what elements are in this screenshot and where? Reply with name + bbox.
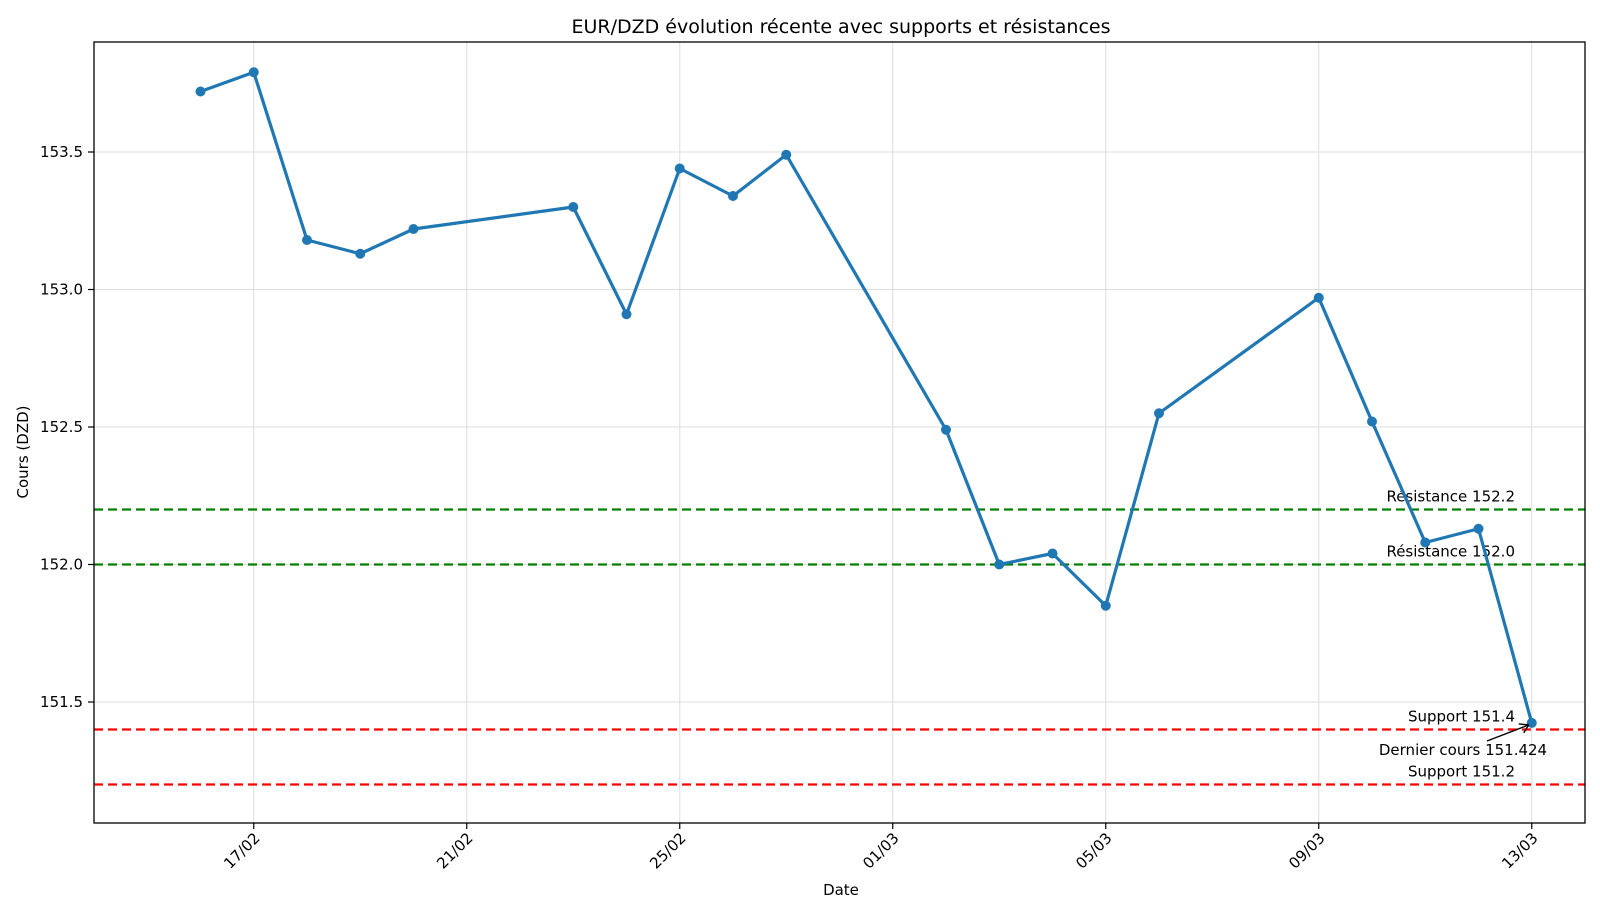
series — [195, 67, 1537, 728]
support-level-label: Support 151.4 — [1408, 708, 1515, 726]
annotations: Dernier cours 151.424 — [1379, 723, 1547, 759]
data-point — [728, 191, 738, 201]
support-level-label: Support 151.2 — [1408, 763, 1515, 781]
resistance-level-label: Résistance 152.2 — [1386, 488, 1515, 506]
y-tick-label: 151.5 — [40, 693, 83, 711]
data-point — [1367, 416, 1377, 427]
annotation-arrow — [1486, 724, 1530, 742]
chart-title: EUR/DZD évolution récente avec supports … — [571, 16, 1110, 38]
data-point — [1473, 523, 1484, 534]
data-point — [195, 86, 206, 97]
data-point — [781, 149, 792, 160]
resistance-level-label: Résistance 152.0 — [1386, 543, 1515, 561]
y-tick-label: 152.0 — [40, 556, 83, 574]
x-tick-label: 01/03 — [859, 829, 902, 872]
x-tick-label: 21/02 — [433, 829, 476, 872]
data-point — [994, 559, 1005, 570]
data-point — [248, 67, 259, 78]
y-tick-label: 153.5 — [40, 143, 83, 161]
data-point — [355, 248, 366, 259]
y-tick-label: 152.5 — [40, 418, 83, 436]
plot-frame — [93, 41, 1586, 824]
x-axis-label: Date — [823, 881, 859, 899]
data-point — [674, 163, 685, 174]
series-line — [199, 70, 1534, 724]
x-axis-ticks: 17/02 21/02 25/02 01/03 05/03 09/03 13/03 — [220, 823, 1542, 872]
data-point — [302, 235, 312, 245]
data-point — [1154, 408, 1164, 419]
data-point — [941, 424, 951, 435]
data-point — [1100, 600, 1111, 611]
x-tick-label: 25/02 — [646, 829, 689, 872]
y-axis-ticks: 151.5 152.0 152.5 153.0 153.5 — [40, 143, 94, 711]
annotation-arrowhead — [1518, 723, 1530, 734]
data-point — [1047, 548, 1058, 559]
data-point — [621, 309, 632, 320]
data-point — [1313, 292, 1324, 303]
x-tick-label: 17/02 — [220, 829, 263, 872]
y-axis-label: Cours (DZD) — [14, 406, 32, 499]
x-tick-label: 13/03 — [1498, 829, 1541, 872]
y-tick-label: 153.0 — [40, 281, 83, 299]
data-point — [1420, 537, 1431, 548]
x-tick-label: 05/03 — [1072, 829, 1115, 872]
annotation-label: Dernier cours 151.424 — [1379, 741, 1547, 759]
x-tick-label: 09/03 — [1285, 829, 1328, 872]
support-resistance-levels: Résistance 152.2 Résistance 152.0 Support … — [94, 488, 1585, 786]
grid — [94, 42, 1585, 823]
data-point — [408, 224, 419, 234]
data-point — [568, 202, 579, 212]
